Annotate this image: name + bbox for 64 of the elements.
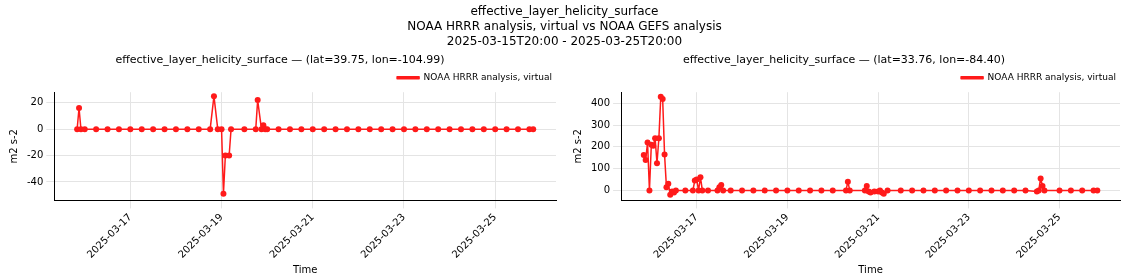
- point: [207, 126, 214, 133]
- point: [161, 126, 168, 133]
- point: [480, 126, 487, 133]
- point: [400, 126, 407, 133]
- point: [378, 126, 385, 133]
- point: [446, 126, 453, 133]
- point: [127, 126, 134, 133]
- point: [435, 126, 442, 133]
- point: [366, 126, 373, 133]
- point: [218, 126, 225, 133]
- point: [115, 126, 122, 133]
- point: [503, 126, 510, 133]
- point: [530, 126, 537, 133]
- point: [343, 126, 350, 133]
- point: [298, 126, 305, 133]
- point: [275, 126, 282, 133]
- y-tick-label: 200: [590, 140, 611, 152]
- chart-title: effective_layer_helicity_surface — (lat=33.76, lon=-84.40): [682, 53, 1006, 67]
- legend-label: NOAA HRRR analysis, virtual: [423, 72, 553, 83]
- y-tick-label: -20: [26, 149, 44, 161]
- point: [138, 126, 145, 133]
- point: [355, 126, 362, 133]
- point: [76, 105, 83, 112]
- point: [515, 126, 521, 133]
- legend-label: NOAA HRRR analysis, virtual: [987, 72, 1117, 83]
- point: [210, 93, 217, 100]
- point: [389, 126, 396, 133]
- point: [228, 126, 235, 133]
- point: [150, 126, 157, 133]
- text: 2025-03-15T20:00 - 2025-03-25T20:00: [445, 34, 684, 49]
- chart-title: effective_layer_helicity_surface — (lat=39.75, lon=-104.99): [115, 53, 445, 67]
- point: [172, 126, 179, 133]
- x-axis-title: Time: [857, 263, 883, 275]
- y-axis-title: m2 s-2: [7, 129, 19, 164]
- point: [492, 126, 499, 133]
- point: [104, 126, 111, 133]
- y-tick-label: 100: [590, 162, 611, 174]
- point: [226, 152, 233, 159]
- y-tick-label: 0: [36, 122, 44, 134]
- point: [184, 126, 191, 133]
- point: [195, 126, 202, 133]
- point: [252, 126, 259, 133]
- text: NOAA HRRR analysis, virtual vs NOAA GEFS analysis: [406, 19, 723, 34]
- point: [241, 126, 248, 133]
- point: [332, 126, 339, 133]
- point: [309, 126, 316, 133]
- point: [286, 126, 293, 133]
- text: effective_layer_helicity_surface: [469, 4, 660, 19]
- point: [412, 126, 419, 133]
- point: [457, 126, 464, 133]
- y-axis-title: m2 s-2: [571, 129, 583, 164]
- y-tick-label: 300: [590, 118, 611, 130]
- point: [81, 126, 88, 133]
- x-axis-title: Time: [291, 263, 318, 275]
- point: [423, 126, 430, 133]
- point: [220, 190, 227, 197]
- point: [321, 126, 328, 133]
- y-tick-label: -40: [26, 175, 44, 187]
- point: [254, 97, 261, 104]
- y-tick-label: 20: [30, 96, 44, 108]
- y-tick-label: 0: [603, 184, 611, 195]
- point: [469, 126, 476, 133]
- point: [93, 126, 100, 133]
- y-tick-label: 400: [590, 96, 611, 108]
